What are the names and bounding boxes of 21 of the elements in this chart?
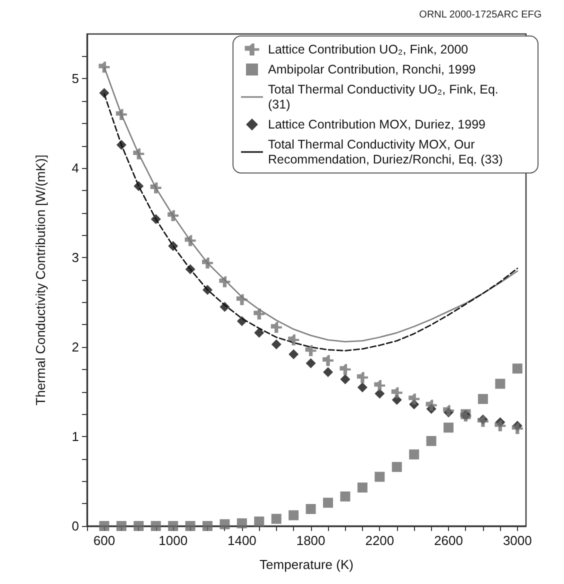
legend-label: Total Thermal Conductivity UO₂, Fink, Eq. (31) <box>268 82 502 112</box>
legend-label: Total Thermal Conductivity MOX, Our Recommendation, Duriez/Ronchi, Eq. (33) <box>268 138 503 166</box>
x-tick-label: 3000 <box>502 533 532 548</box>
x-tick-label: 600 <box>93 533 116 548</box>
y-tick-label: 2 <box>72 340 79 355</box>
x-tick-label: 1400 <box>227 533 256 548</box>
x-axis-title: Temperature (K) <box>260 557 354 572</box>
x-tick-label: 1000 <box>158 533 188 548</box>
x-tick-label: 1800 <box>296 533 326 548</box>
y-tick-label: 3 <box>72 250 79 266</box>
y-tick-label: 1 <box>72 429 79 444</box>
y-tick-label: 4 <box>72 160 79 176</box>
x-tick-label: 2200 <box>365 533 394 548</box>
y-axis-title: Thermal Conductivity Contribution [W/(mK)] <box>33 154 48 406</box>
legend-label: Lattice Contribution MOX, Duriez, 1999 <box>268 118 486 132</box>
y-tick-label: 0 <box>72 518 79 534</box>
legend-label: Lattice Contribution UO₂, Fink, 2000 <box>268 42 468 56</box>
y-tick-label: 5 <box>72 71 79 86</box>
x-tick-label: 2600 <box>434 533 463 548</box>
legend-label: Ambipolar Contribution, Ronchi, 1999 <box>268 62 476 76</box>
text: ORNL 2000-1725ARC EFG <box>419 10 542 20</box>
